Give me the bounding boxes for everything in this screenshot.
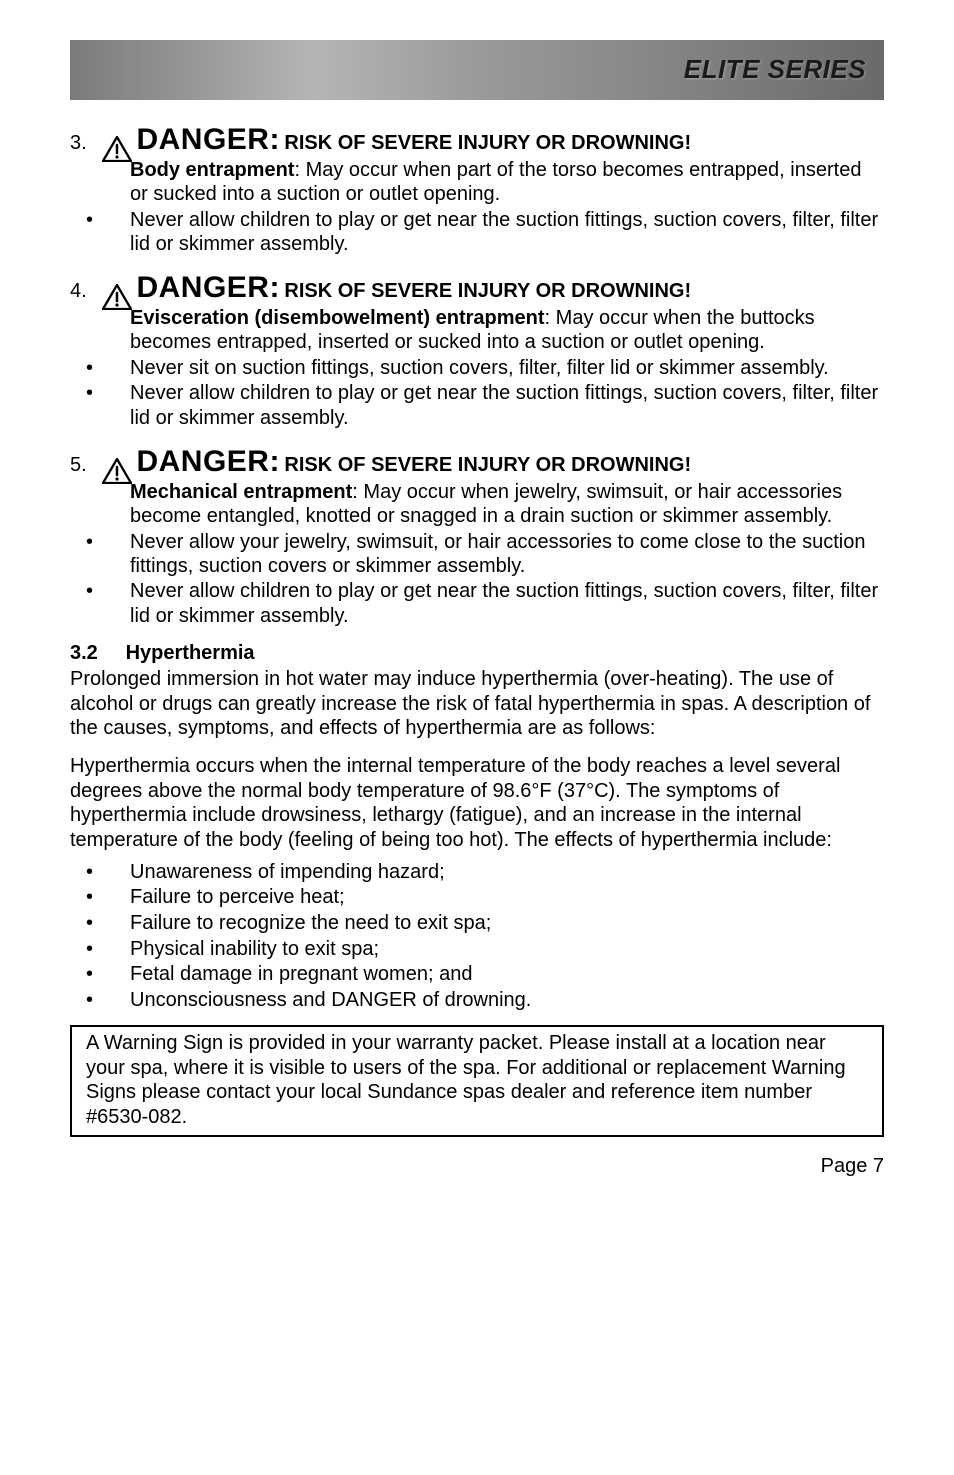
bullet-text: Never allow children to play or get near… — [130, 381, 884, 430]
danger-item-4: 4. DANGER: RISK OF SEVERE INJURY OR DROW… — [70, 270, 884, 430]
list-item-text: Physical inability to exit spa; — [130, 937, 379, 963]
danger-body-bold: Evisceration (disembowelment) entrapment — [130, 307, 545, 329]
list-item: •Physical inability to exit spa; — [86, 937, 884, 963]
list-item-text: Failure to perceive heat; — [130, 885, 345, 911]
danger-word: DANGER: — [136, 445, 280, 478]
header-banner: ELITE SERIES — [70, 40, 884, 100]
danger-subtitle: RISK OF SEVERE INJURY OR DROWNING! — [284, 132, 691, 154]
bullet-text: Never allow children to play or get near… — [130, 579, 884, 628]
list-item: •Unconsciousness and DANGER of drowning. — [86, 988, 884, 1014]
paragraph: Hyperthermia occurs when the internal te… — [70, 754, 884, 852]
danger-heading-row: 3. DANGER: RISK OF SEVERE INJURY OR DROW… — [70, 122, 884, 158]
warning-triangle-icon — [102, 458, 132, 484]
list-item-text: Unconsciousness and DANGER of drowning. — [130, 988, 531, 1014]
bullet-dot: • — [86, 356, 130, 380]
bullet-dot: • — [86, 885, 130, 911]
effects-list: •Unawareness of impending hazard; •Failu… — [70, 860, 884, 1014]
danger-item-5: 5. DANGER: RISK OF SEVERE INJURY OR DROW… — [70, 444, 884, 628]
list-item: •Fetal damage in pregnant women; and — [86, 962, 884, 988]
list-item-text: Unawareness of impending hazard; — [130, 860, 445, 886]
bullet-dot: • — [86, 962, 130, 988]
bullet-dot: • — [86, 860, 130, 886]
paragraph: Prolonged immersion in hot water may ind… — [70, 667, 884, 740]
danger-heading: DANGER: RISK OF SEVERE INJURY OR DROWNIN… — [102, 271, 691, 306]
danger-body: Body entrapment: May occur when part of … — [130, 158, 884, 207]
danger-body-bold: Mechanical entrapment — [130, 481, 352, 503]
bullet-text: Never allow children to play or get near… — [130, 208, 884, 257]
danger-body: Mechanical entrapment: May occur when je… — [130, 480, 884, 529]
bullet-dot: • — [86, 911, 130, 937]
warning-triangle-icon — [102, 136, 132, 162]
danger-heading: DANGER: RISK OF SEVERE INJURY OR DROWNIN… — [102, 445, 691, 480]
bullet-dot: • — [86, 579, 130, 628]
bullet-dot: • — [86, 208, 130, 257]
danger-body-bold: Body entrapment — [130, 159, 294, 181]
danger-subtitle: RISK OF SEVERE INJURY OR DROWNING! — [284, 280, 691, 302]
bullet-row: • Never allow children to play or get ne… — [86, 208, 884, 257]
bullet-dot: • — [86, 381, 130, 430]
danger-heading-row: 5. DANGER: RISK OF SEVERE INJURY OR DROW… — [70, 444, 884, 480]
danger-word: DANGER: — [136, 123, 280, 156]
bullet-row: • Never allow children to play or get ne… — [86, 579, 884, 628]
warning-triangle-icon — [102, 284, 132, 310]
bullet-row: • Never allow your jewelry, swimsuit, or… — [86, 530, 884, 579]
danger-heading: DANGER: RISK OF SEVERE INJURY OR DROWNIN… — [102, 123, 691, 158]
danger-heading-row: 4. DANGER: RISK OF SEVERE INJURY OR DROW… — [70, 270, 884, 306]
list-number: 4. — [70, 270, 90, 303]
list-item-text: Failure to recognize the need to exit sp… — [130, 911, 491, 937]
danger-word: DANGER: — [136, 271, 280, 304]
bullet-row: • Never allow children to play or get ne… — [86, 381, 884, 430]
danger-subtitle: RISK OF SEVERE INJURY OR DROWNING! — [284, 454, 691, 476]
warning-box: A Warning Sign is provided in your warra… — [70, 1025, 884, 1137]
section-number: 3.2 — [70, 642, 98, 664]
section-heading: 3.2 Hyperthermia — [70, 642, 884, 665]
danger-item-3: 3. DANGER: RISK OF SEVERE INJURY OR DROW… — [70, 122, 884, 256]
danger-body: Evisceration (disembowelment) entrapment… — [130, 306, 884, 355]
header-title: ELITE SERIES — [684, 54, 866, 85]
list-item: •Unawareness of impending hazard; — [86, 860, 884, 886]
bullet-dot: • — [86, 988, 130, 1014]
list-item-text: Fetal damage in pregnant women; and — [130, 962, 472, 988]
list-item: •Failure to perceive heat; — [86, 885, 884, 911]
bullet-text: Never sit on suction fittings, suction c… — [130, 356, 829, 380]
page: ELITE SERIES 3. DANGER: RISK OF SEVERE I… — [0, 0, 954, 1208]
page-number: Page 7 — [70, 1155, 884, 1178]
list-number: 5. — [70, 444, 90, 477]
list-item: •Failure to recognize the need to exit s… — [86, 911, 884, 937]
list-number: 3. — [70, 122, 90, 155]
bullet-text: Never allow your jewelry, swimsuit, or h… — [130, 530, 884, 579]
bullet-dot: • — [86, 530, 130, 579]
bullet-row: • Never sit on suction fittings, suction… — [86, 356, 884, 380]
section-title-text: Hyperthermia — [126, 642, 255, 664]
bullet-dot: • — [86, 937, 130, 963]
